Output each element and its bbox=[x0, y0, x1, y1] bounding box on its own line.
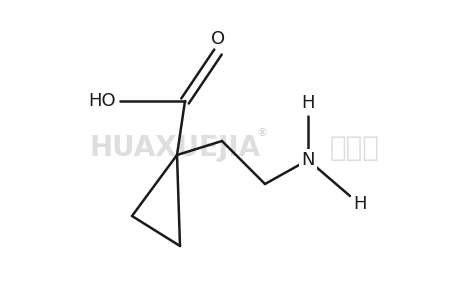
Text: H: H bbox=[300, 94, 314, 112]
Text: 化学加: 化学加 bbox=[329, 134, 379, 162]
Text: ®: ® bbox=[256, 128, 267, 138]
Text: HUAXUEJIA: HUAXUEJIA bbox=[89, 134, 260, 162]
Text: O: O bbox=[211, 30, 225, 48]
Text: N: N bbox=[300, 151, 314, 169]
Text: HO: HO bbox=[88, 92, 116, 110]
Text: H: H bbox=[352, 195, 366, 213]
